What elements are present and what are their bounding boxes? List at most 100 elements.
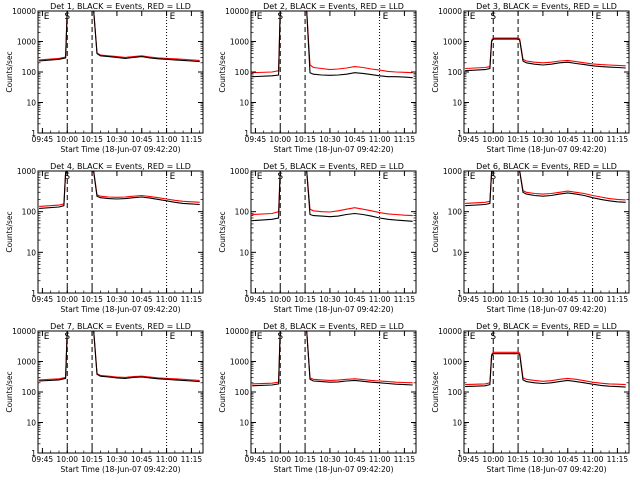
- marker-label: S: [490, 332, 496, 342]
- series-line-lld: [39, 170, 200, 207]
- chart-title: Det 2, BLACK = Events, RED = LLD: [263, 2, 404, 11]
- x-tick-label: 10:45: [344, 135, 366, 144]
- x-tick-label: 10:15: [294, 135, 316, 144]
- x-tick-label: 09:45: [458, 295, 480, 304]
- y-tick-label: 1000: [443, 38, 462, 47]
- y-tick-label: 10: [26, 419, 36, 428]
- x-tick-label: 10:45: [557, 295, 579, 304]
- x-tick-label: 10:45: [131, 295, 153, 304]
- y-tick-label: 100: [22, 208, 37, 217]
- y-tick-label: 1: [457, 289, 462, 298]
- series-line-lld: [252, 330, 413, 385]
- series-line-events: [465, 353, 626, 388]
- x-axis-label: Start Time (18-Jun-07 09:42:20): [274, 305, 394, 314]
- x-axis-label: Start Time (18-Jun-07 09:42:20): [487, 305, 607, 314]
- marker-label: E: [44, 332, 50, 342]
- y-tick-label: 10: [239, 248, 249, 257]
- x-tick-label: 10:45: [557, 455, 579, 464]
- y-tick-label: 10: [452, 419, 462, 428]
- y-tick-label: 1: [457, 449, 462, 458]
- y-axis-label: Counts/sec: [431, 371, 440, 412]
- y-tick-label: 100: [448, 208, 463, 217]
- x-tick-label: 10:30: [532, 295, 554, 304]
- marker-label: E: [470, 172, 476, 182]
- series-line-events: [39, 170, 200, 209]
- chart-title: Det 3, BLACK = Events, RED = LLD: [476, 2, 617, 11]
- detector-panel-4: Det 4, BLACK = Events, RED = LLD E S E 1 10 10…: [0, 160, 213, 320]
- x-tick-label: 10:00: [56, 455, 78, 464]
- x-tick-label: 11:00: [582, 295, 604, 304]
- y-tick-label: 1000: [230, 38, 249, 47]
- y-tick-label: 10000: [12, 7, 36, 16]
- chart-title: Det 9, BLACK = Events, RED = LLD: [476, 322, 617, 331]
- marker-label: E: [170, 332, 176, 342]
- marker-label: E: [596, 12, 602, 22]
- x-tick-label: 10:45: [344, 455, 366, 464]
- detector-panel-2: Det 2, BLACK = Events, RED = LLD E S E 1 10 10…: [213, 0, 426, 160]
- plot-frame: [37, 170, 204, 294]
- x-tick-label: 11:15: [394, 455, 416, 464]
- x-tick-label: 10:30: [106, 135, 128, 144]
- x-tick-label: 11:00: [582, 455, 604, 464]
- series-line-lld: [39, 10, 200, 61]
- x-tick-label: 10:30: [106, 295, 128, 304]
- y-tick-label: 1: [31, 449, 36, 458]
- y-tick-label: 1000: [230, 358, 249, 367]
- series-line-lld: [252, 10, 413, 74]
- marker-label: E: [383, 332, 389, 342]
- x-axis-label: Start Time (18-Jun-07 09:42:20): [274, 145, 394, 154]
- y-tick-label: 10000: [438, 7, 462, 16]
- series-line-events: [252, 330, 413, 387]
- marker-label: E: [596, 172, 602, 182]
- x-tick-label: 10:00: [482, 295, 504, 304]
- x-tick-label: 11:15: [181, 295, 203, 304]
- x-tick-label: 10:00: [56, 295, 78, 304]
- y-tick-label: 10: [239, 99, 249, 108]
- x-tick-label: 10:00: [269, 455, 291, 464]
- x-tick-label: 11:15: [607, 295, 629, 304]
- x-tick-label: 10:15: [81, 455, 103, 464]
- y-axis-label: Counts/sec: [218, 211, 227, 252]
- y-tick-label: 1000: [230, 167, 249, 176]
- x-tick-label: 11:00: [582, 135, 604, 144]
- marker-label: E: [170, 172, 176, 182]
- y-tick-label: 100: [22, 68, 37, 77]
- x-axis-label: Start Time (18-Jun-07 09:42:20): [274, 465, 394, 474]
- x-axis-label: Start Time (18-Jun-07 09:42:20): [487, 145, 607, 154]
- marker-label: E: [470, 12, 476, 22]
- marker-label: E: [44, 172, 50, 182]
- y-tick-label: 10: [239, 419, 249, 428]
- x-tick-label: 11:00: [156, 455, 178, 464]
- x-tick-label: 11:00: [369, 135, 391, 144]
- y-tick-label: 1: [457, 129, 462, 138]
- marker-label: E: [383, 172, 389, 182]
- y-tick-label: 100: [22, 388, 37, 397]
- y-tick-label: 10: [452, 248, 462, 257]
- marker-label: E: [383, 12, 389, 22]
- series-line-events: [39, 10, 200, 63]
- y-axis-label: Counts/sec: [5, 211, 14, 252]
- x-tick-label: 10:00: [482, 455, 504, 464]
- y-tick-label: 1: [31, 289, 36, 298]
- x-tick-label: 10:00: [269, 295, 291, 304]
- detector-panel-6: Det 6, BLACK = Events, RED = LLD E S E 1 10 10…: [426, 160, 639, 320]
- series-line-lld: [252, 170, 413, 217]
- x-axis-label: Start Time (18-Jun-07 09:42:20): [61, 465, 181, 474]
- series-line-lld: [465, 351, 626, 386]
- marker-label: E: [44, 12, 50, 22]
- x-tick-label: 10:45: [344, 295, 366, 304]
- y-tick-label: 1: [244, 129, 249, 138]
- series-line-events: [39, 330, 200, 383]
- marker-label: E: [257, 332, 263, 342]
- y-tick-label: 1: [244, 449, 249, 458]
- x-tick-label: 09:45: [458, 455, 480, 464]
- x-tick-label: 10:30: [319, 455, 341, 464]
- plot-frame: [250, 170, 417, 294]
- x-tick-label: 09:45: [245, 295, 267, 304]
- plot-frame: [37, 330, 204, 454]
- plot-frame: [463, 330, 630, 454]
